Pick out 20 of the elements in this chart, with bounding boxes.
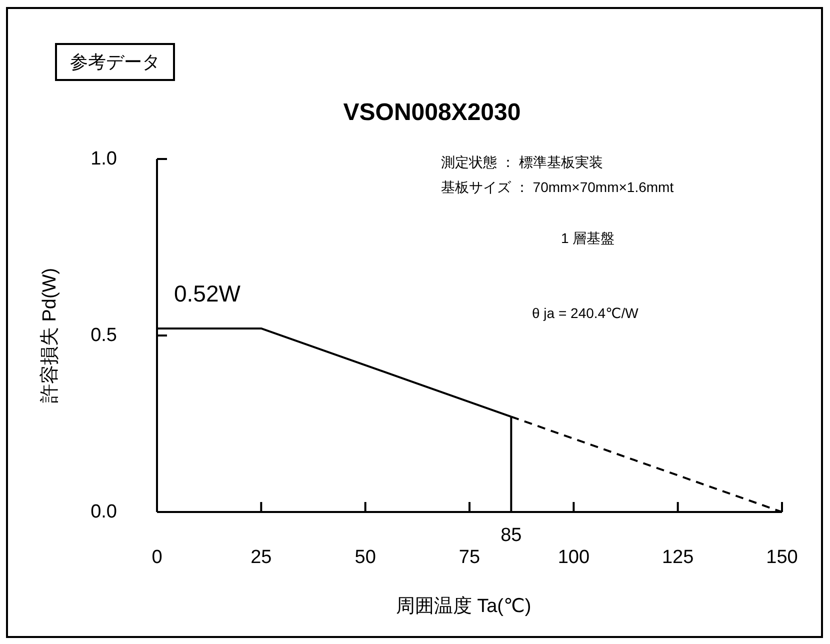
y-tick-label: 0.5 — [90, 325, 117, 346]
x-tick-label: 50 — [354, 547, 376, 568]
annotation: 基板サイズ ： 70mm×70mm×1.6mmt — [441, 179, 674, 195]
text: 参考データ — [70, 52, 160, 72]
annotation: 1 層基盤 — [561, 230, 615, 246]
annotation: 0.52W — [174, 280, 241, 306]
y-tick-label: 1.0 — [90, 148, 117, 170]
x-tick-label: 150 — [766, 547, 798, 568]
y-tick-label: 0.0 — [90, 502, 117, 522]
y-axis-title: 許容損失 Pd(W) — [38, 268, 60, 404]
annotation: θ ja = 240.4℃/W — [532, 305, 640, 321]
x-tick-label: 100 — [558, 547, 590, 568]
x-tick-label: 0 — [152, 547, 162, 568]
x-tick-label: 125 — [662, 547, 694, 568]
x-tick-label: 75 — [458, 547, 480, 568]
annotation: 測定状態 ： 標準基板実装 — [441, 154, 603, 170]
x-tick-label: 25 — [250, 547, 272, 568]
chart-title: VSON008X2030 — [343, 99, 521, 126]
annotation: 85 — [500, 525, 522, 546]
x-axis-title: 周囲温度 Ta(℃) — [396, 595, 532, 617]
